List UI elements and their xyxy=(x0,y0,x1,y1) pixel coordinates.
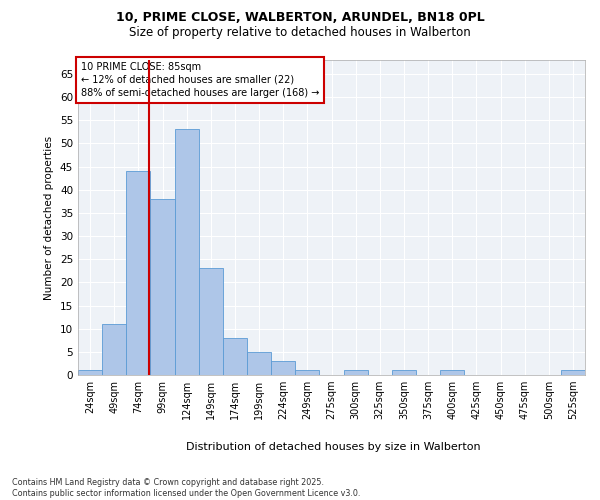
Text: Size of property relative to detached houses in Walberton: Size of property relative to detached ho… xyxy=(129,26,471,39)
Text: 10, PRIME CLOSE, WALBERTON, ARUNDEL, BN18 0PL: 10, PRIME CLOSE, WALBERTON, ARUNDEL, BN1… xyxy=(116,11,484,24)
Bar xyxy=(199,268,223,375)
Bar xyxy=(295,370,319,375)
Bar xyxy=(223,338,247,375)
Bar xyxy=(78,370,102,375)
Bar xyxy=(561,370,585,375)
Bar xyxy=(151,199,175,375)
Bar xyxy=(102,324,126,375)
Bar xyxy=(344,370,368,375)
Bar xyxy=(175,130,199,375)
Text: Distribution of detached houses by size in Walberton: Distribution of detached houses by size … xyxy=(185,442,481,452)
Bar xyxy=(247,352,271,375)
Bar xyxy=(392,370,416,375)
Text: Contains HM Land Registry data © Crown copyright and database right 2025.
Contai: Contains HM Land Registry data © Crown c… xyxy=(12,478,361,498)
Text: 10 PRIME CLOSE: 85sqm
← 12% of detached houses are smaller (22)
88% of semi-deta: 10 PRIME CLOSE: 85sqm ← 12% of detached … xyxy=(80,62,319,98)
Bar xyxy=(126,171,151,375)
Bar xyxy=(440,370,464,375)
Y-axis label: Number of detached properties: Number of detached properties xyxy=(44,136,55,300)
Bar xyxy=(271,361,295,375)
